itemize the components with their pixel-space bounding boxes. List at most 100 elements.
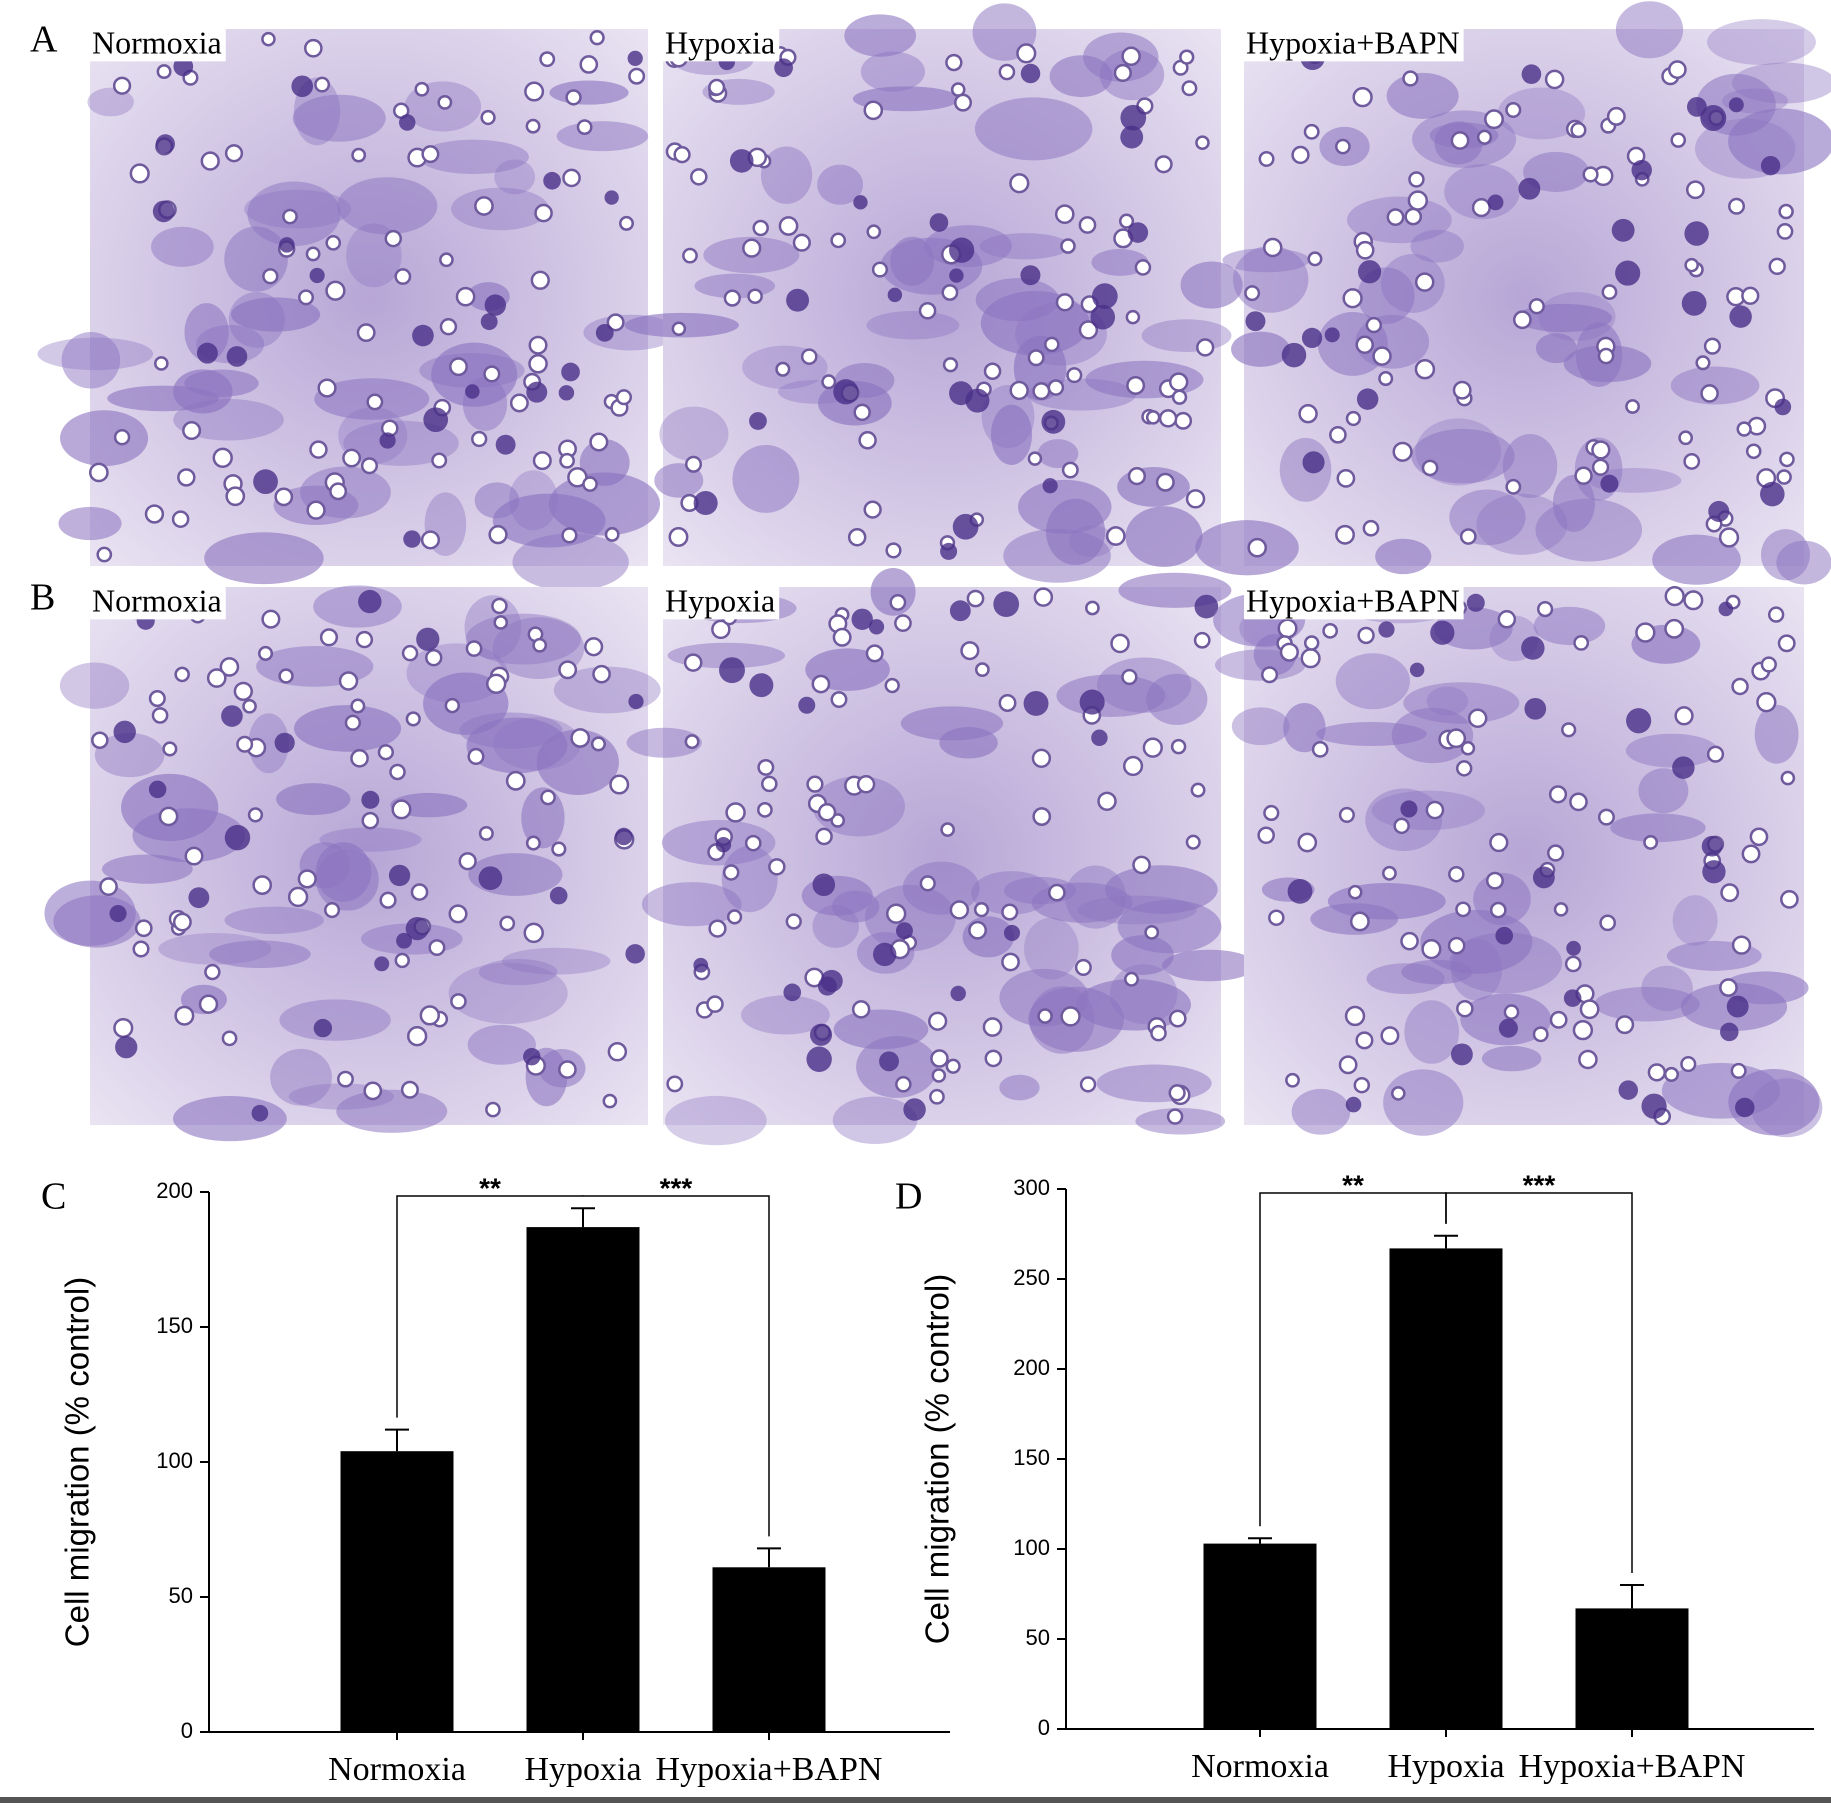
pore bbox=[325, 235, 342, 251]
nucleus bbox=[1378, 621, 1395, 638]
pore bbox=[606, 313, 625, 332]
cell-body bbox=[999, 1074, 1040, 1101]
pore bbox=[278, 668, 294, 684]
cell-body bbox=[981, 384, 1035, 449]
cell-body bbox=[1383, 1069, 1464, 1136]
pore bbox=[1776, 469, 1792, 485]
pore bbox=[682, 247, 698, 264]
pore bbox=[1467, 708, 1488, 729]
pore bbox=[968, 920, 987, 940]
cell-body bbox=[184, 303, 229, 362]
pore bbox=[1113, 63, 1132, 83]
pore bbox=[1261, 666, 1279, 684]
nucleus bbox=[1518, 177, 1541, 200]
cell-body bbox=[1410, 229, 1464, 263]
image-label-bg bbox=[1244, 23, 1464, 62]
pore bbox=[1307, 251, 1323, 267]
cell-body bbox=[248, 713, 289, 774]
pore bbox=[1615, 1015, 1635, 1035]
nucleus bbox=[1686, 97, 1707, 117]
pore bbox=[1347, 884, 1363, 900]
pore bbox=[471, 430, 488, 448]
pore bbox=[1121, 668, 1138, 686]
pore bbox=[884, 677, 900, 694]
pore bbox=[524, 81, 545, 102]
pore bbox=[525, 835, 541, 851]
image-label-bg bbox=[90, 581, 226, 620]
nucleus bbox=[851, 608, 873, 630]
pore bbox=[666, 1075, 684, 1093]
nucleus bbox=[1760, 155, 1781, 176]
pore bbox=[1195, 135, 1210, 150]
pore bbox=[401, 644, 419, 662]
nucleus bbox=[1301, 327, 1323, 349]
pore bbox=[449, 357, 468, 377]
nucleus bbox=[1120, 125, 1144, 149]
pore bbox=[474, 196, 494, 216]
nucleus bbox=[903, 1098, 926, 1121]
pore bbox=[1546, 844, 1565, 862]
cell-body bbox=[1104, 865, 1218, 914]
pore bbox=[144, 504, 165, 524]
pore bbox=[559, 452, 575, 469]
cell-body bbox=[860, 51, 926, 92]
nucleus bbox=[1281, 342, 1307, 368]
pore bbox=[134, 919, 153, 938]
cell-body bbox=[721, 845, 778, 913]
nucleus bbox=[361, 790, 380, 809]
nucleus bbox=[774, 58, 793, 78]
cell-body bbox=[817, 164, 864, 205]
pore bbox=[1257, 826, 1275, 845]
pore bbox=[1393, 817, 1410, 835]
pore bbox=[973, 901, 990, 918]
pore bbox=[478, 825, 494, 841]
pore bbox=[1768, 257, 1786, 276]
pore bbox=[919, 875, 936, 892]
pore bbox=[1335, 138, 1351, 155]
pore bbox=[1664, 618, 1685, 639]
pore bbox=[684, 455, 703, 473]
pore bbox=[871, 261, 889, 278]
micrograph-bg bbox=[1244, 587, 1804, 1125]
pore bbox=[974, 662, 990, 678]
nucleus bbox=[1532, 866, 1555, 889]
pore bbox=[785, 913, 802, 930]
pore bbox=[1355, 240, 1375, 260]
pore bbox=[800, 348, 818, 365]
cell-body bbox=[279, 999, 391, 1041]
nucleus bbox=[950, 985, 966, 1002]
pore bbox=[356, 323, 376, 343]
pore bbox=[590, 736, 606, 752]
pore bbox=[954, 93, 973, 112]
cell-body bbox=[1533, 606, 1606, 646]
pore bbox=[757, 802, 773, 818]
pore bbox=[428, 939, 446, 957]
cell-body bbox=[1449, 932, 1563, 994]
pore bbox=[528, 335, 548, 355]
pore bbox=[342, 448, 362, 468]
nucleus bbox=[253, 469, 278, 495]
pore bbox=[706, 995, 724, 1013]
pore bbox=[1776, 223, 1794, 240]
cell-body bbox=[494, 159, 536, 195]
cell-body bbox=[664, 1095, 767, 1146]
nucleus bbox=[115, 1036, 138, 1059]
pore bbox=[607, 1041, 628, 1062]
pore bbox=[815, 827, 833, 846]
pore bbox=[532, 451, 552, 471]
image-label-bg bbox=[663, 23, 780, 62]
cell-body bbox=[1754, 704, 1799, 764]
nucleus bbox=[1450, 1043, 1473, 1066]
pore bbox=[540, 789, 556, 806]
pore bbox=[1780, 890, 1799, 909]
cell-body bbox=[990, 404, 1033, 465]
nucleus bbox=[561, 362, 580, 382]
pore bbox=[998, 63, 1016, 81]
cell-body bbox=[1180, 261, 1243, 309]
nucleus bbox=[1524, 697, 1547, 720]
cell-body bbox=[732, 445, 800, 513]
pore bbox=[458, 852, 477, 871]
bar bbox=[1575, 1608, 1689, 1729]
pore bbox=[528, 353, 548, 374]
cell-body bbox=[864, 884, 956, 952]
